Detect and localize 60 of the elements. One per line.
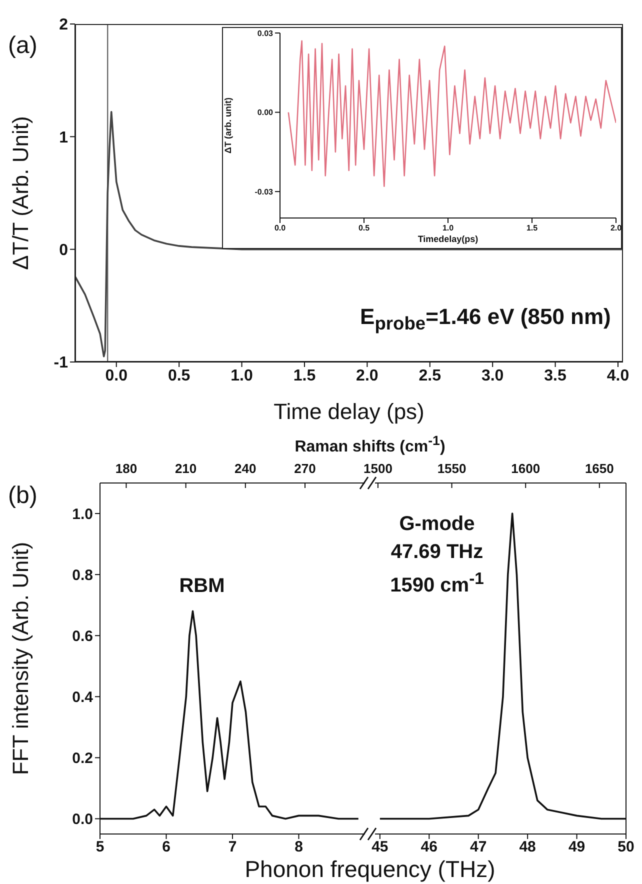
y-tick-label: 0.6 [72, 628, 93, 645]
x-tick-label: 2.0 [610, 224, 622, 233]
y-tick-label: 0.4 [72, 688, 94, 706]
x2-tick-label: 210 [174, 461, 197, 476]
x-tick-label: 47 [470, 838, 487, 856]
x-tick-label: 2.5 [418, 367, 442, 384]
y-tick-label: 0.00 [257, 108, 274, 118]
annotation: E$_{probe}$=1.46 eV (850 nm) [360, 304, 611, 334]
x-tick-label: 7 [228, 838, 237, 856]
x-tick-label: 4.0 [606, 367, 630, 384]
y-tick-label: 1 [59, 129, 68, 146]
x-tick-label: 0.0 [105, 367, 128, 384]
x-tick-label: 46 [420, 838, 438, 856]
annotation: 47.69 THz [390, 541, 484, 564]
x-tick-label: 48 [519, 838, 536, 856]
y-tick-label: -1 [54, 354, 68, 372]
x-tick-label: 50 [618, 838, 634, 856]
annotation: G-mode [398, 513, 476, 536]
y-tick-label: 0.03 [257, 28, 274, 38]
annotation: 1590 cm$^{-1}$ [389, 569, 485, 598]
y-axis-title: ΔT/T (Arb. Unit) [8, 116, 33, 270]
x-tick-label: 1.0 [442, 224, 454, 233]
x-tick-label: 1.5 [293, 367, 316, 384]
x-tick-label: 49 [568, 838, 586, 856]
y-tick-label: -0.03 [254, 187, 274, 196]
x-tick-label: 0.5 [358, 224, 370, 233]
x-axis-title: Timedelay(ps) [418, 234, 478, 244]
line-series [288, 40, 616, 187]
x-axis-title: Phonon frequency (THz) [244, 856, 496, 882]
x-tick-label: 5 [96, 838, 104, 856]
x2-tick-label: 240 [234, 461, 256, 476]
x-tick-label: 3.5 [544, 367, 567, 384]
x2-tick-label: 1600 [511, 461, 540, 476]
text: (a) [8, 32, 38, 60]
x-tick-label: 0.0 [274, 224, 286, 233]
x-tick-label: 1.5 [526, 224, 538, 233]
x2-tick-label: 1650 [584, 461, 614, 476]
x-tick-label: 1.0 [230, 367, 253, 384]
x2-tick-label: 180 [115, 461, 138, 476]
x2-tick-label: 1500 [363, 461, 392, 476]
y-axis-title: FFT intensity (Arb. Unit) [8, 542, 33, 776]
y-axis-title: ΔT (arb. unit) [223, 98, 233, 154]
y-tick-label: 0.2 [72, 750, 93, 768]
x2-axis-title: Raman shifts (cm$^{-1}$) [294, 433, 446, 456]
y-tick-label: 0.0 [72, 811, 93, 828]
x2-tick-label: 1550 [437, 461, 466, 476]
x2-tick-label: 270 [294, 461, 316, 476]
text: (b) [8, 482, 38, 510]
x-tick-label: 6 [162, 838, 170, 856]
x-tick-label: 3.0 [481, 367, 504, 384]
y-tick-label: 1.0 [72, 506, 93, 523]
x-tick-label: 2.0 [356, 367, 378, 384]
x-tick-label: 8 [294, 838, 303, 856]
x-axis-title: Time delay (ps) [274, 399, 424, 424]
y-tick-label: 0.8 [72, 566, 93, 584]
x-tick-label: 45 [372, 838, 388, 856]
annotation: RBM [178, 575, 226, 598]
y-tick-label: 2 [59, 16, 68, 34]
y-tick-label: 0 [59, 242, 68, 260]
x-tick-label: 0.5 [168, 367, 190, 384]
